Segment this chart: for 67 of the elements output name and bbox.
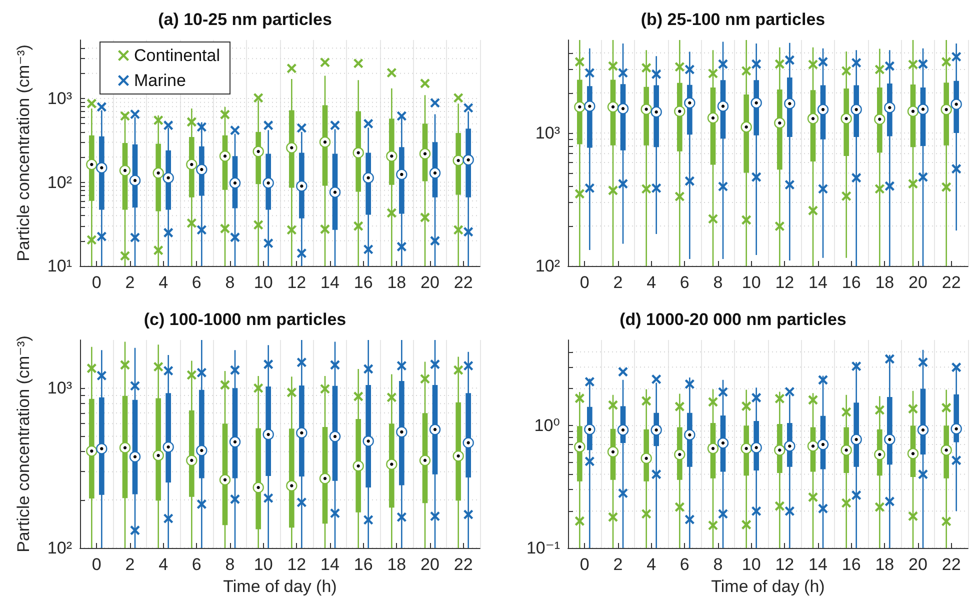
chart-title: (b) 25-100 nm particles [640, 10, 826, 29]
x-tick-label: 14 [320, 273, 340, 292]
x-tick-label: 14 [808, 555, 828, 574]
x-tick-label: 14 [320, 555, 340, 574]
x-tick-label: 2 [613, 555, 623, 574]
x-tick-label: 18 [387, 555, 406, 574]
x-tick-label: 18 [875, 555, 894, 574]
chart-title: (d) 1000-20 000 nm particles [620, 310, 846, 329]
x-tick-label: 14 [808, 273, 828, 292]
x-tick-label: 6 [680, 555, 690, 574]
x-tick-label: 10 [254, 555, 273, 574]
x-tick-label: 16 [842, 273, 861, 292]
x-tick-label: 2 [613, 273, 623, 292]
x-tick-label: 10 [254, 273, 273, 292]
y-tick-label: 10² [47, 538, 72, 558]
x-tick-label: 4 [646, 273, 656, 292]
x-tick-label: 0 [580, 555, 590, 574]
x-tick-label: 8 [225, 555, 235, 574]
x-tick-label: 6 [192, 273, 202, 292]
x-tick-label: 10 [742, 273, 761, 292]
x-tick-label: 16 [354, 555, 373, 574]
x-tick-label: 6 [192, 555, 202, 574]
x-tick-label: 22 [942, 273, 961, 292]
x-tick-label: 4 [646, 555, 656, 574]
y-tick-label: 10³ [47, 89, 72, 108]
x-tick-label: 18 [875, 273, 894, 292]
x-tick-label: 20 [420, 273, 440, 292]
y-tick-label: 10⁰ [534, 416, 560, 436]
y-axis-title: Particle concentration (cm⁻³) [14, 44, 33, 262]
x-tick-label: 20 [420, 555, 440, 574]
x-tick-label: 0 [92, 555, 102, 574]
y-tick-label: 10² [47, 172, 72, 192]
legend-label: Marine [134, 71, 186, 90]
x-tick-label: 8 [225, 273, 235, 292]
y-tick-label: 10⁻¹ [526, 538, 560, 558]
legend-label: Continental [134, 46, 220, 65]
x-tick-label: 12 [287, 555, 306, 574]
x-tick-label: 0 [580, 273, 590, 292]
chart-title: (c) 100-1000 nm particles [144, 310, 346, 329]
x-tick-label: 18 [387, 273, 406, 292]
x-tick-label: 12 [775, 555, 794, 574]
y-axis-title: Particle concentration (cm⁻³) [14, 336, 33, 552]
x-axis-title: Time of day (h) [711, 577, 825, 596]
x-tick-label: 16 [842, 555, 861, 574]
x-tick-label: 20 [908, 555, 928, 574]
x-tick-label: 8 [713, 273, 723, 292]
x-tick-label: 20 [908, 273, 928, 292]
x-tick-label: 16 [354, 273, 373, 292]
x-tick-label: 8 [713, 555, 723, 574]
x-tick-label: 2 [125, 555, 135, 574]
x-axis-title: Time of day (h) [223, 577, 337, 596]
x-tick-label: 2 [125, 273, 135, 292]
x-tick-label: 22 [454, 273, 473, 292]
x-tick-label: 12 [287, 273, 306, 292]
x-tick-label: 22 [942, 555, 961, 574]
y-tick-label: 10³ [47, 378, 72, 398]
x-tick-label: 0 [92, 273, 102, 292]
x-tick-label: 6 [680, 273, 690, 292]
x-tick-label: 12 [775, 273, 794, 292]
y-tick-label: 10² [535, 256, 560, 276]
y-tick-label: 10¹ [47, 256, 72, 276]
x-tick-label: 22 [454, 555, 473, 574]
y-tick-label: 10³ [535, 123, 560, 142]
chart-title: (a) 10-25 nm particles [158, 10, 332, 29]
x-tick-label: 4 [158, 555, 168, 574]
x-tick-label: 10 [742, 555, 761, 574]
x-tick-label: 4 [158, 273, 168, 292]
